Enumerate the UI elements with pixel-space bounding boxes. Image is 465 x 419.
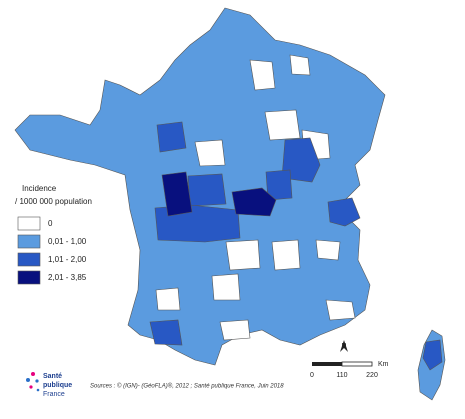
department (327, 197, 361, 227)
scale-label: 220 (366, 372, 378, 379)
logo: Santé publique France (26, 372, 72, 398)
department (161, 171, 193, 217)
legend-label: 0 (48, 219, 53, 228)
scale-label: 110 (336, 372, 347, 379)
logo-text: Santé (43, 373, 62, 380)
department (315, 239, 341, 261)
department (249, 59, 276, 91)
department (422, 339, 443, 371)
department (271, 239, 301, 271)
department (231, 187, 277, 217)
legend-swatch (17, 216, 41, 231)
north-arrow-shape (340, 340, 348, 352)
north-label: N (341, 343, 346, 350)
scale-label: 0 (310, 372, 314, 379)
legend-label: 0,01 - 1,00 (48, 237, 87, 246)
legend: 0 0,01 - 1,00 1,01 - 2,00 2,01 - 3,85 (17, 216, 87, 285)
department (219, 319, 251, 341)
legend-swatch (17, 270, 41, 285)
department (194, 139, 226, 167)
scale-bar: 0 110 220 Km (310, 361, 389, 379)
legend-swatch (17, 252, 41, 267)
legend-label: 1,01 - 2,00 (48, 255, 87, 264)
scale-unit: Km (378, 361, 389, 368)
logo-dot (35, 379, 39, 383)
departments-white (155, 54, 356, 341)
department (155, 287, 181, 311)
logo-dot (31, 372, 35, 376)
department (265, 169, 293, 201)
legend-swatch (17, 234, 41, 249)
scale-segment (312, 362, 342, 366)
sources: Sources : © (IGN)- (GéoFLA)®, 2012 ; San… (90, 383, 284, 390)
department (225, 239, 261, 271)
logo-dot (26, 378, 30, 382)
department (187, 173, 227, 207)
logo-text: France (43, 391, 65, 398)
legend-subtitle: / 1000 000 population (15, 197, 92, 206)
department (149, 319, 183, 346)
north-arrow: N (340, 340, 348, 352)
legend-title: Incidence (22, 184, 57, 193)
legend-label: 2,01 - 3,85 (48, 273, 87, 282)
logo-text: publique (43, 382, 72, 389)
department (156, 121, 187, 153)
department (289, 54, 311, 76)
departments-dark (161, 171, 277, 217)
scale-segment (341, 361, 373, 367)
department (325, 299, 356, 321)
logo-dot (36, 388, 40, 392)
logo-dot (29, 385, 33, 389)
department (211, 273, 241, 301)
department (264, 109, 301, 141)
